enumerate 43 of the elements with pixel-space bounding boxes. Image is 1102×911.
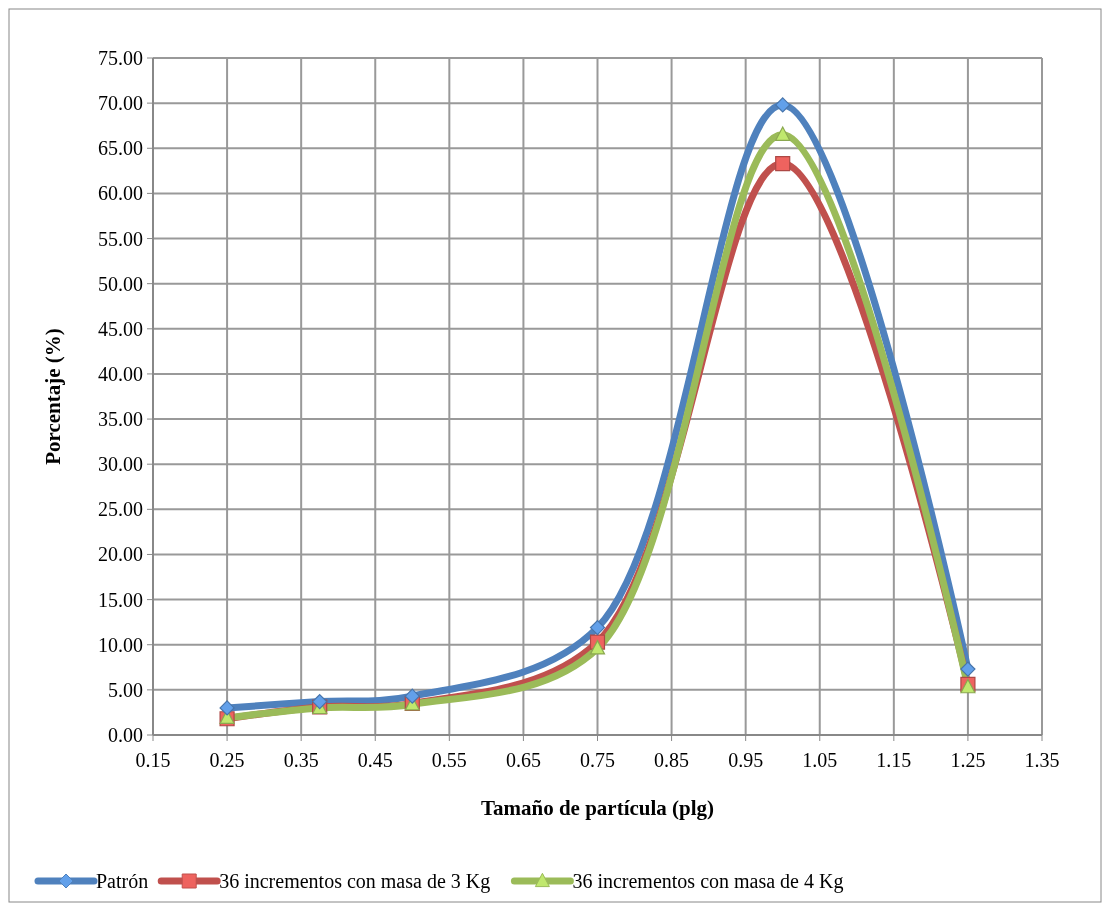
y-tick-label: 65.00 [98,137,143,160]
point [219,700,235,716]
x-tick-label: 0.65 [505,749,541,771]
y-tick-label: 40.00 [98,362,143,385]
x-tick-label: 0.95 [728,749,764,771]
point [589,619,606,636]
legend-label: 36 incrementos con masa de 3 Kg [219,870,491,893]
y-tick-label: 0.00 [108,724,143,746]
x-tick-label: 0.55 [431,749,467,771]
y-tick-label: 15.00 [98,588,143,611]
y-tick-label: 55.00 [98,227,143,250]
x-tick-label: 1.15 [876,749,912,771]
y-tick-label: 50.00 [98,272,143,295]
point [589,640,606,655]
x-tick-label: 0.85 [654,749,690,771]
x-tick-label: 0.35 [283,749,319,771]
y-tick-label: 10.00 [98,633,143,656]
x-tick-label: 0.15 [135,749,171,771]
y-tick-label: 60.00 [98,182,143,205]
x-axis-title: Tamaño de partícula (plg) [480,796,715,820]
point [775,97,791,113]
legend-label: Patrón [96,870,149,892]
y-tick-label: 30.00 [98,453,143,476]
point [775,126,791,141]
y-tick-label: 5.00 [108,678,143,701]
x-tick-label: 1.35 [1024,749,1060,771]
y-tick-label: 70.00 [98,92,143,115]
legend-label: 36 incrementos con masa de 4 Kg [572,870,844,893]
point [960,661,976,677]
x-tick-label: 0.25 [209,749,245,771]
point [775,156,791,172]
y-axis-title: Porcentaje (%) [41,328,65,465]
point [312,694,328,710]
x-tick-label: 0.75 [580,749,615,771]
y-tick-label: 45.00 [98,317,143,340]
x-tick-label: 1.25 [950,749,986,771]
y-tick-label: 75.00 [98,47,143,69]
x-tick-label: 0.45 [357,749,393,771]
y-tick-label: 35.00 [98,408,143,431]
y-tick-label: 20.00 [98,543,143,566]
y-tick-label: 25.00 [98,498,143,521]
x-tick-label: 1.05 [802,749,838,771]
point [404,688,420,704]
